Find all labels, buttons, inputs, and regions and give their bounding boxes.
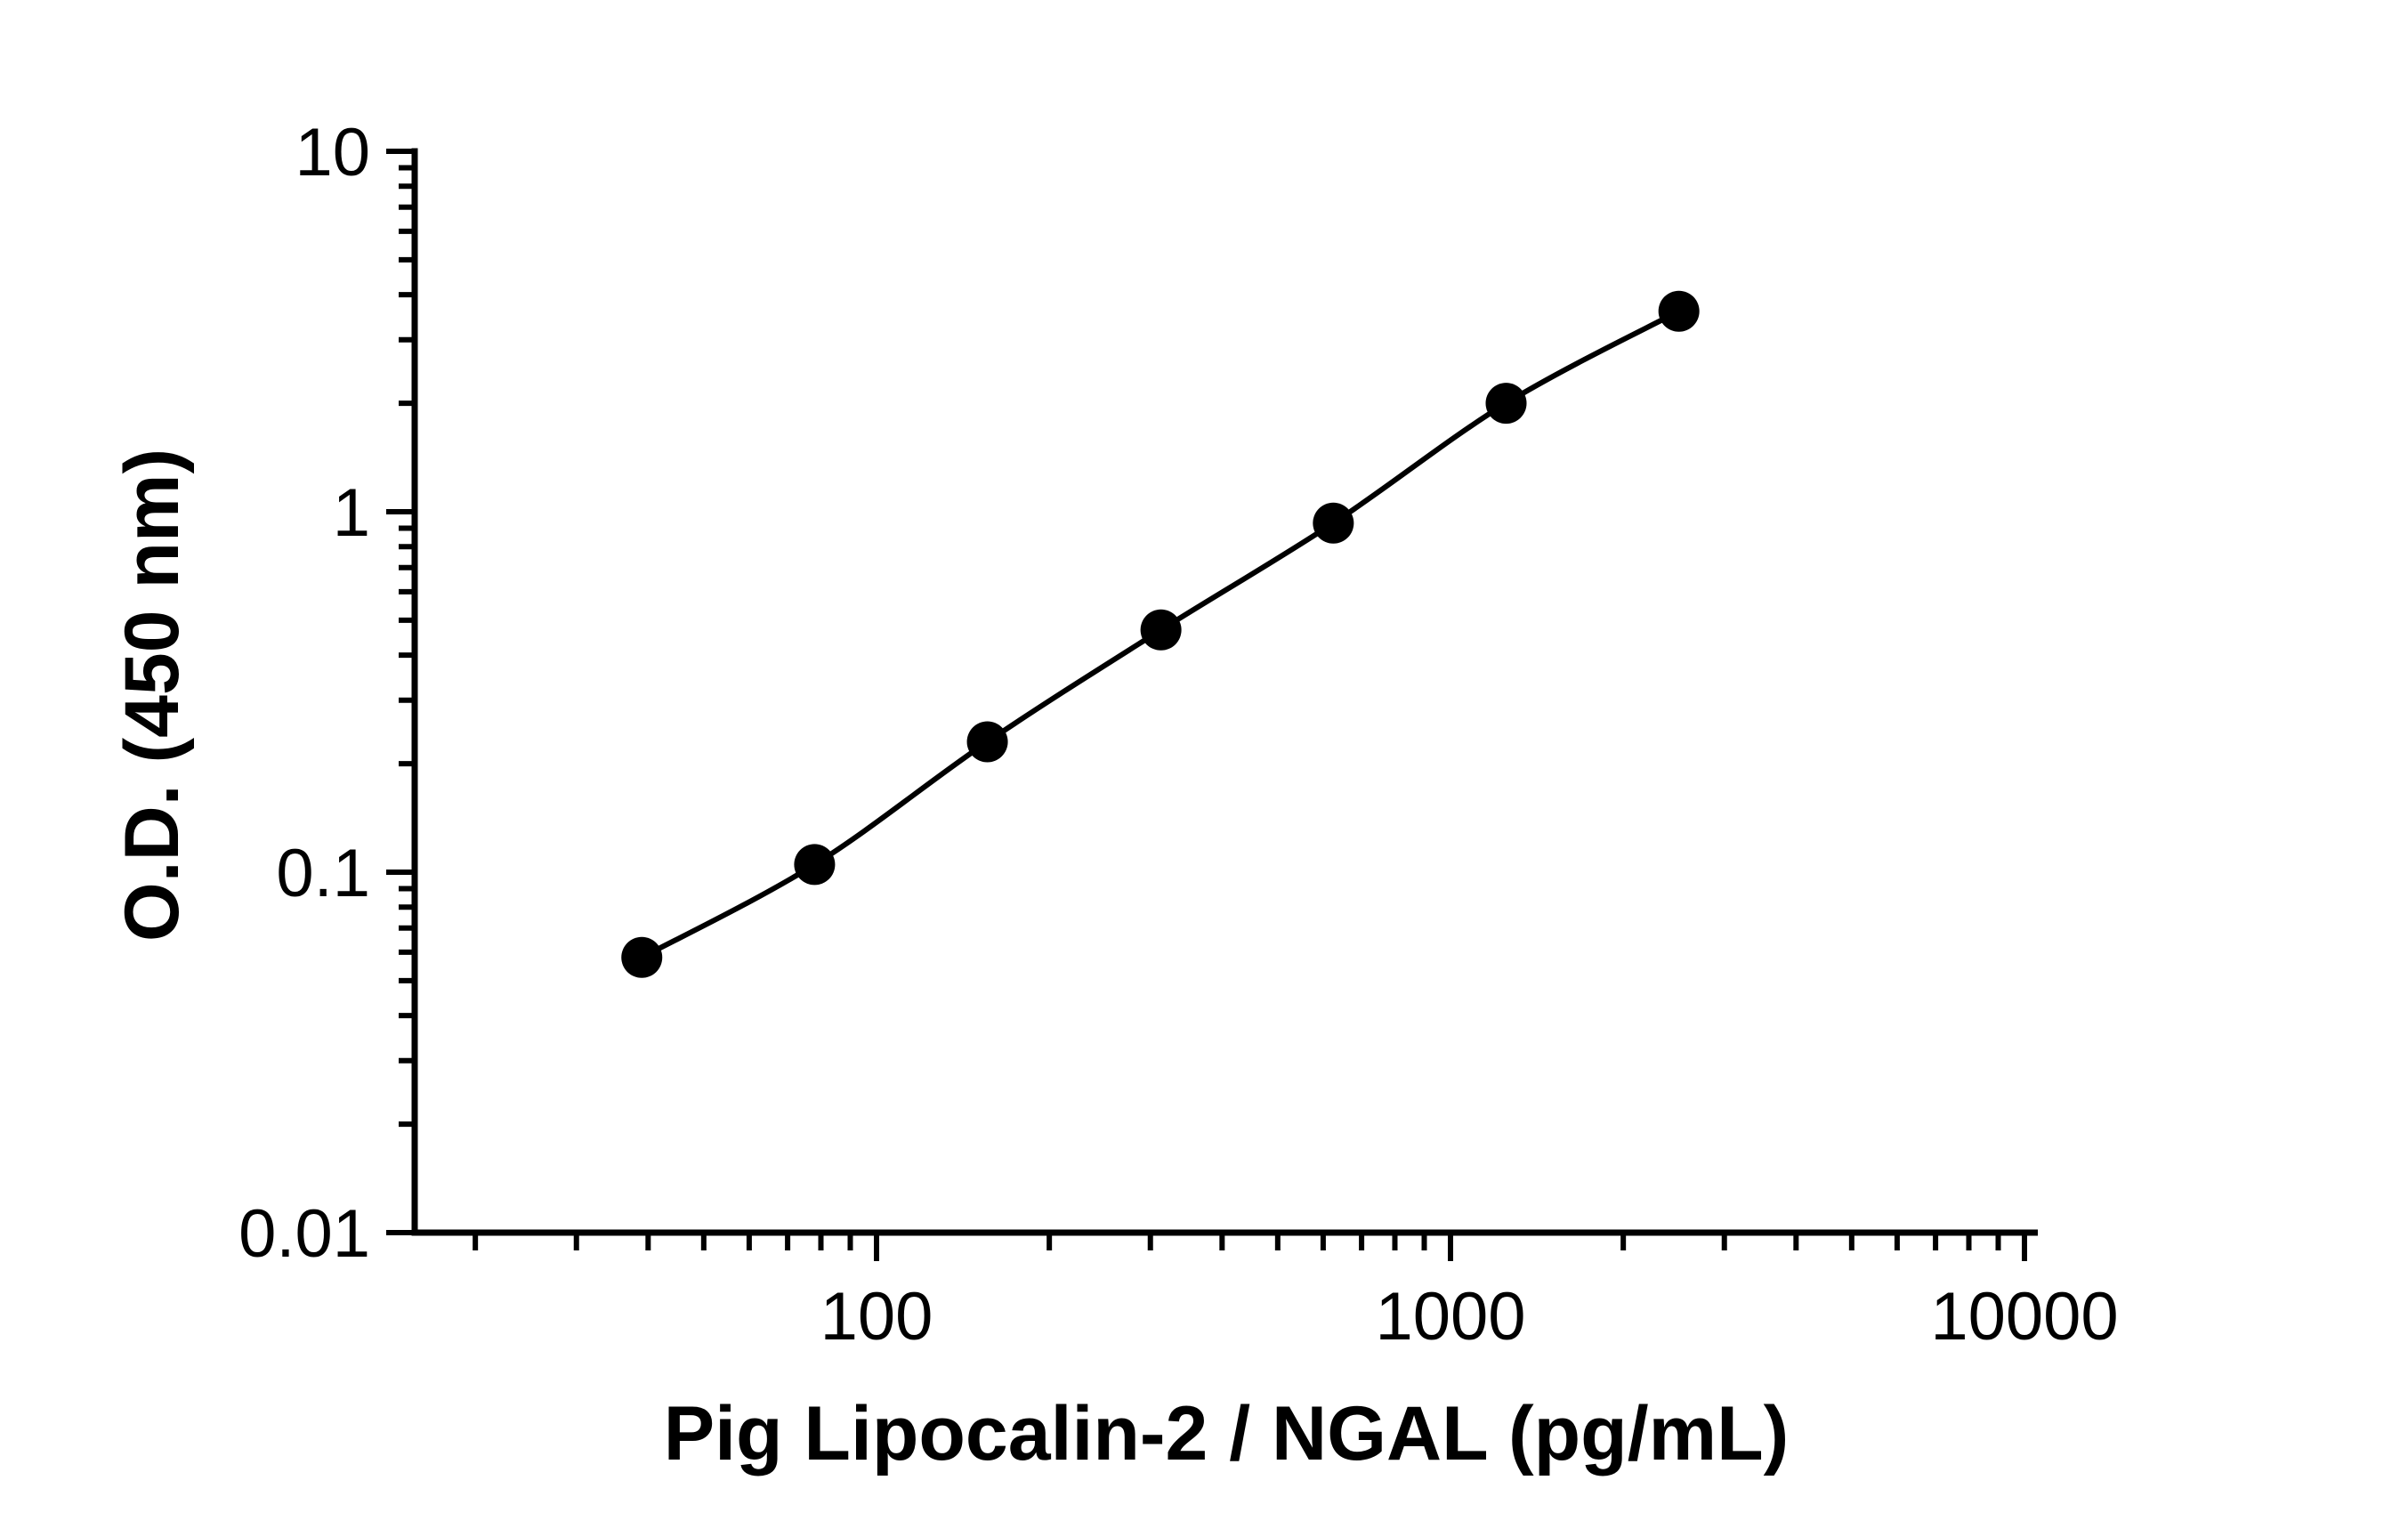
x-tick-label: 10000 [1930,1279,2118,1355]
y-tick-label: 0.1 [276,836,370,911]
data-point [1485,383,1527,425]
data-point [621,936,663,978]
series-plot-area [621,290,1700,978]
x-tick-label: 100 [820,1279,933,1355]
x-axis: 100 1000 10000 [411,1229,2119,1355]
y-tick-label: 1 [333,475,370,551]
data-point [1658,290,1700,332]
y-axis-title: O.D. (450 nm) [109,449,195,942]
data-point [1140,609,1182,651]
y-tick-label: 0.01 [238,1196,370,1272]
y-tick-label: 10 [295,115,370,190]
data-point [966,721,1008,763]
data-point [794,844,836,886]
x-axis-title: Pig Lipocalin-2 / NGAL (pg/mL) [664,1391,1790,1476]
y-axis: 0.01 0.1 1 10 [238,115,418,1272]
x-tick-label: 1000 [1375,1279,1525,1355]
data-point [1313,502,1354,544]
